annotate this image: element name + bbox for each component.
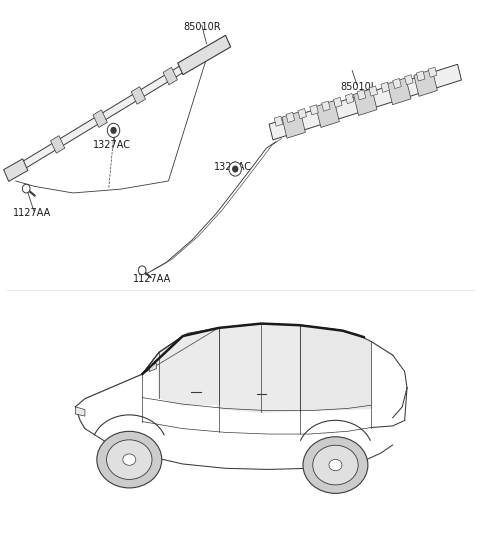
Polygon shape — [353, 89, 377, 115]
Polygon shape — [131, 86, 145, 104]
Polygon shape — [393, 78, 401, 89]
Circle shape — [229, 162, 241, 176]
Polygon shape — [50, 136, 65, 153]
Polygon shape — [414, 69, 437, 96]
Text: 1327AC: 1327AC — [214, 162, 252, 172]
Polygon shape — [93, 110, 107, 127]
Polygon shape — [10, 40, 225, 176]
Circle shape — [108, 123, 120, 137]
Polygon shape — [75, 407, 85, 429]
Polygon shape — [300, 325, 371, 411]
Polygon shape — [178, 36, 231, 75]
Ellipse shape — [107, 440, 152, 479]
Polygon shape — [218, 324, 300, 412]
Polygon shape — [369, 86, 378, 96]
Ellipse shape — [303, 437, 368, 493]
Polygon shape — [282, 112, 305, 138]
Text: 1127AA: 1127AA — [132, 274, 171, 283]
Polygon shape — [159, 328, 218, 405]
Polygon shape — [286, 112, 295, 123]
Text: 1327AC: 1327AC — [93, 140, 131, 150]
Ellipse shape — [313, 445, 358, 485]
Polygon shape — [159, 324, 393, 355]
Polygon shape — [163, 67, 177, 85]
Polygon shape — [298, 108, 307, 119]
Polygon shape — [316, 101, 339, 127]
Ellipse shape — [97, 432, 162, 488]
Text: 85010L: 85010L — [340, 82, 376, 92]
Polygon shape — [334, 97, 342, 107]
Polygon shape — [75, 374, 142, 407]
Ellipse shape — [329, 459, 342, 471]
Circle shape — [111, 127, 116, 133]
Circle shape — [138, 266, 146, 275]
Ellipse shape — [123, 454, 136, 465]
Polygon shape — [269, 65, 461, 140]
Polygon shape — [322, 101, 330, 111]
Polygon shape — [149, 363, 156, 371]
Circle shape — [23, 184, 30, 193]
Polygon shape — [381, 82, 389, 92]
Text: 85010R: 85010R — [183, 22, 221, 32]
Polygon shape — [428, 67, 437, 77]
Polygon shape — [75, 407, 85, 416]
Polygon shape — [345, 94, 354, 103]
Polygon shape — [4, 159, 28, 182]
Polygon shape — [387, 78, 411, 104]
Polygon shape — [357, 90, 366, 100]
Polygon shape — [142, 328, 218, 374]
Polygon shape — [405, 74, 413, 85]
Circle shape — [233, 166, 238, 172]
Polygon shape — [310, 105, 318, 115]
Polygon shape — [417, 71, 425, 81]
Polygon shape — [274, 116, 283, 126]
Text: 1127AA: 1127AA — [13, 208, 51, 218]
